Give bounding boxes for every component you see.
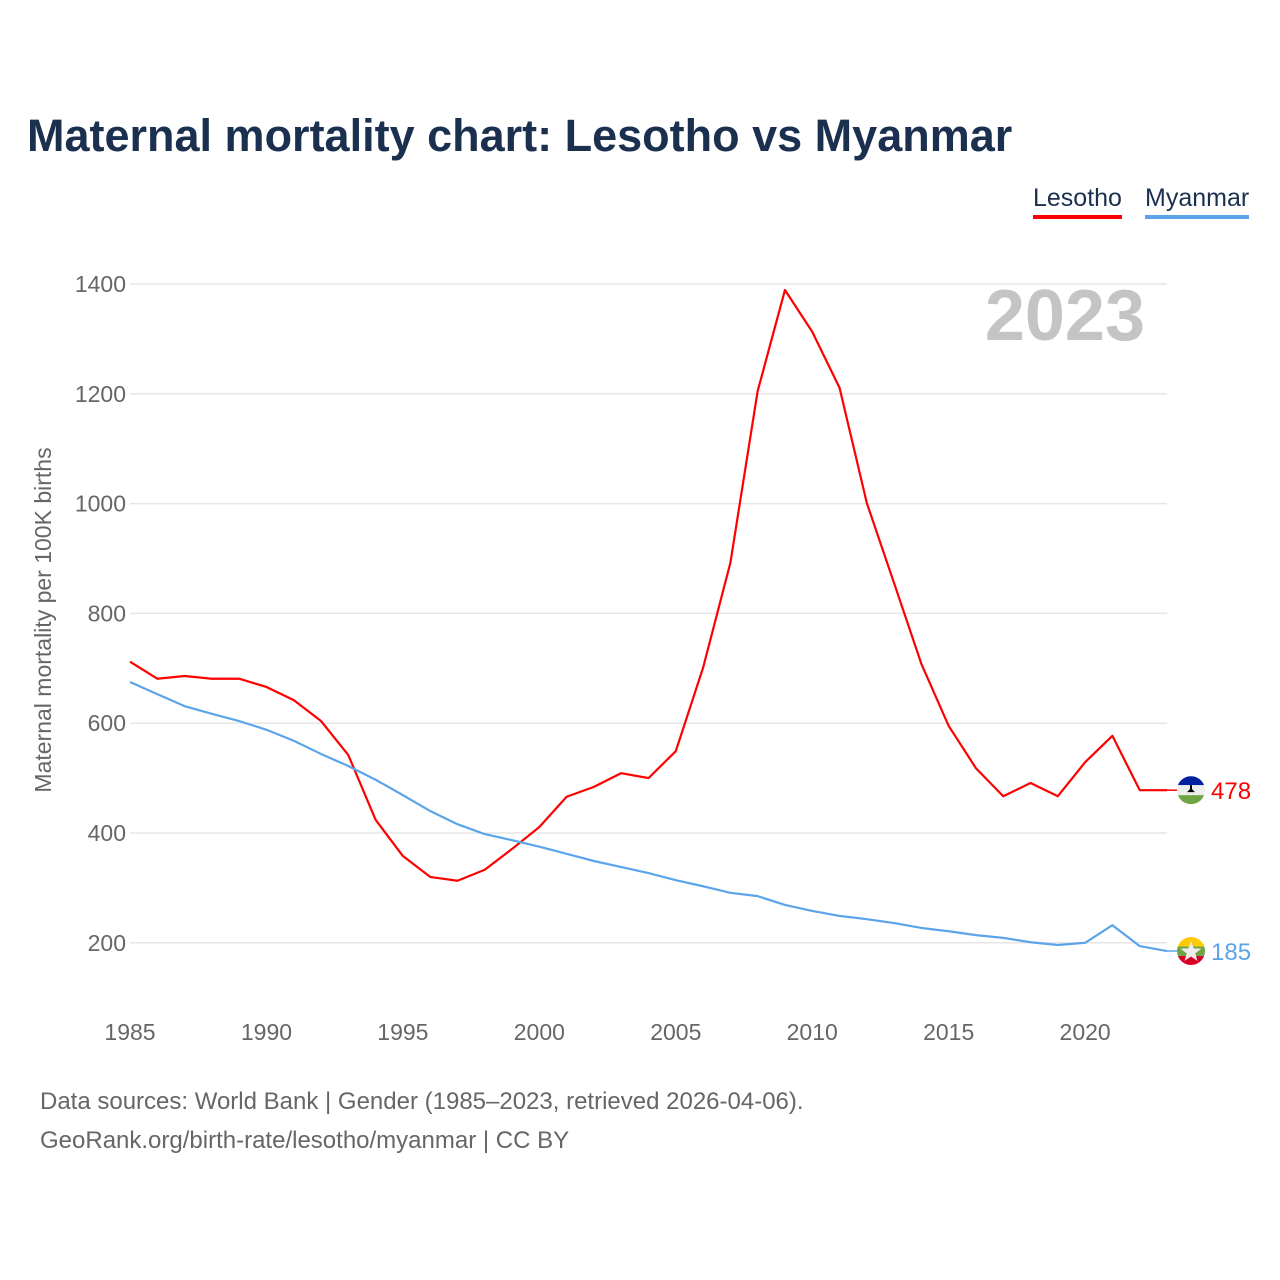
y-axis-label: Maternal mortality per 100K births xyxy=(30,447,56,792)
x-tick-label: 1995 xyxy=(377,1019,428,1045)
y-tick-label: 1200 xyxy=(75,381,126,407)
legend-myanmar[interactable]: Myanmar xyxy=(1145,184,1250,219)
x-tick-label: 2010 xyxy=(787,1019,838,1045)
myanmar-flag-icon xyxy=(1177,937,1205,966)
y-tick-label: 400 xyxy=(88,820,126,846)
year-watermark: 2023 xyxy=(985,276,1145,356)
chart-title: Maternal mortality chart: Lesotho vs Mya… xyxy=(27,110,1013,161)
end-value-label-lesotho: 478 xyxy=(1211,778,1251,805)
x-tick-label: 2005 xyxy=(650,1019,701,1045)
y-tick-label: 1400 xyxy=(75,271,126,297)
footer-link[interactable]: GeoRank.org/birth-rate/lesotho/myanmar |… xyxy=(40,1127,570,1154)
x-tick-label: 2020 xyxy=(1060,1019,1111,1045)
flag-stripe-red xyxy=(1177,956,1205,966)
y-tick-label: 800 xyxy=(88,600,126,626)
footer-sources: Data sources: World Bank | Gender (1985–… xyxy=(40,1088,804,1115)
end-value-label-myanmar: 185 xyxy=(1211,939,1251,966)
y-tick-label: 600 xyxy=(88,710,126,736)
series-line-myanmar xyxy=(129,681,1168,953)
flag-stripe-blue xyxy=(1177,776,1205,786)
y-tick-label: 1000 xyxy=(75,491,126,517)
x-tick-label: 1990 xyxy=(241,1019,292,1045)
flag-star xyxy=(1180,941,1202,961)
flag-hat xyxy=(1187,785,1195,793)
legend-lesotho[interactable]: Lesotho xyxy=(1033,184,1122,219)
series-line-lesotho xyxy=(129,288,1167,882)
y-tick-label: 200 xyxy=(88,930,126,956)
lesotho-flag-icon xyxy=(1177,776,1205,805)
x-tick-label: 2015 xyxy=(923,1019,974,1045)
x-tick-label: 2000 xyxy=(514,1019,565,1045)
x-tick-label: 1985 xyxy=(104,1019,155,1045)
flag-stripe-green xyxy=(1177,795,1205,805)
